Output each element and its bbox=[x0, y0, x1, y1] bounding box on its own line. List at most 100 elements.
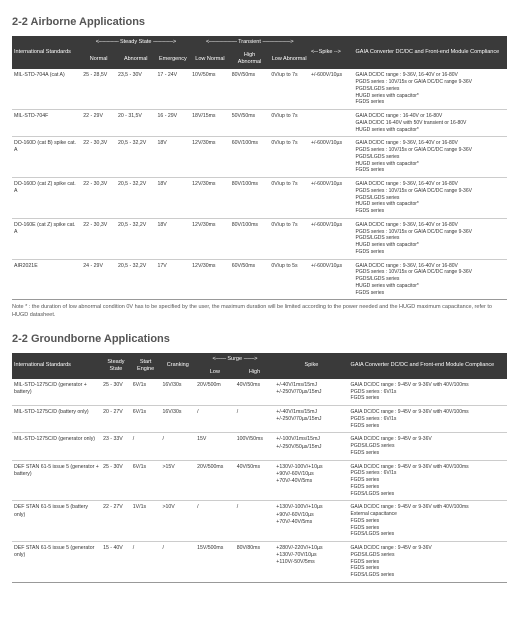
cell-emergency: 18V bbox=[156, 218, 191, 259]
table-row: MIL-STD-704A (cat A)25 - 28,5V23,5 - 30V… bbox=[12, 69, 507, 109]
cell-start: 6V/1s bbox=[131, 379, 161, 406]
cell-highAbnormal: 80V/100ms bbox=[230, 178, 270, 219]
cell-low: 15V/500ms bbox=[195, 542, 235, 583]
hdr-spike: <--- Spike --> bbox=[309, 36, 354, 69]
cell-cranking: / bbox=[160, 542, 195, 583]
table-row: DEF STAN 61-5 issue 5 (generator only) 15… bbox=[12, 542, 507, 583]
cell-spike: +280V/-220V/+10µs +130V/-70V/10µs +110V/… bbox=[274, 542, 348, 583]
table-row: DO-160D (cat Z) spike cat. A22 - 30,3V20… bbox=[12, 178, 507, 219]
cell-normal: 25 - 28,5V bbox=[81, 69, 116, 109]
cell-high: 40V/50ms bbox=[235, 379, 275, 406]
cell-comp: GAIA DC/DC range : 9-45V or 9-36V PGDS/L… bbox=[349, 433, 507, 460]
cell-high: / bbox=[235, 501, 275, 542]
cell-start: / bbox=[131, 433, 161, 460]
cell-std: DO-160D (cat B) spike cat. A bbox=[12, 137, 81, 178]
cell-lowAbnormal: 0V/up to 7s bbox=[269, 218, 309, 259]
cell-spike: +/-600V/10µs bbox=[309, 259, 354, 300]
g-hdr-low: Low bbox=[195, 366, 235, 379]
cell-comp: GAIA DC/DC range : 9-45V or 9-36V with 4… bbox=[349, 501, 507, 542]
cell-spike: +/-600V/10µs bbox=[309, 137, 354, 178]
cell-normal: 24 - 29V bbox=[81, 259, 116, 300]
hdr-lownormal: Low Normal bbox=[190, 49, 230, 69]
cell-cranking: >15V bbox=[160, 460, 195, 501]
cell-std: DEF STAN 61-5 issue 5 (generator only) bbox=[12, 542, 101, 583]
cell-comp: GAIA DC/DC range : 16-40V or 16-80V GAIA… bbox=[354, 110, 508, 137]
cell-std: MIL-STD-1275C/D (generator only) bbox=[12, 433, 101, 460]
cell-lowAbnormal: 0V/up to 7s bbox=[269, 110, 309, 137]
cell-abnormal: 20 - 31,5V bbox=[116, 110, 156, 137]
cell-spike bbox=[309, 110, 354, 137]
cell-std: MIL-STD-1275C/D (generator + battery) bbox=[12, 379, 101, 406]
cell-abnormal: 20,5 - 32,2V bbox=[116, 259, 156, 300]
cell-highAbnormal: 80V/100ms bbox=[230, 218, 270, 259]
hdr-emergency: Emergency bbox=[156, 49, 191, 69]
airborne-heading: 2-2 Airborne Applications bbox=[12, 16, 507, 28]
cell-highAbnormal: 60V/50ms bbox=[230, 259, 270, 300]
cell-abnormal: 20,5 - 32,2V bbox=[116, 137, 156, 178]
cell-emergency: 18V bbox=[156, 137, 191, 178]
cell-comp: GAIA DC/DC range : 9-36V, 16-40V or 16-8… bbox=[354, 259, 508, 300]
cell-start: 1V/1s bbox=[131, 501, 161, 542]
cell-start: 6V/1s bbox=[131, 406, 161, 433]
cell-spike: +/-40V/1ms/15mJ +/-250V/70µs/15mJ bbox=[274, 379, 348, 406]
hdr-steady: <--------------- Steady State ----------… bbox=[81, 36, 190, 49]
cell-cranking: 16V/30s bbox=[160, 379, 195, 406]
cell-lowNormal: 18V/15ms bbox=[190, 110, 230, 137]
cell-spike: +/-600V/10µs bbox=[309, 218, 354, 259]
g-hdr-surge: <-------- Surge --------> bbox=[195, 353, 274, 366]
cell-spike: +/-600V/10µs bbox=[309, 178, 354, 219]
cell-low: / bbox=[195, 406, 235, 433]
cell-comp: GAIA DC/DC range : 9-45V or 9-36V with 4… bbox=[349, 379, 507, 406]
cell-abnormal: 20,5 - 32,2V bbox=[116, 218, 156, 259]
cell-steady: 23 - 33V bbox=[101, 433, 131, 460]
cell-emergency: 16 - 29V bbox=[156, 110, 191, 137]
cell-steady: 20 - 27V bbox=[101, 406, 131, 433]
table-row: MIL-STD-1275C/D (battery only)20 - 27V6V… bbox=[12, 406, 507, 433]
cell-abnormal: 23,5 - 30V bbox=[116, 69, 156, 109]
groundborne-table: International Standards Steady State Sta… bbox=[12, 353, 507, 583]
cell-comp: GAIA DC/DC range : 9-45V or 9-36V PGDS/L… bbox=[349, 542, 507, 583]
table-row: MIL-STD-1275C/D (generator + battery)25 … bbox=[12, 379, 507, 406]
cell-high: 40V/50ms bbox=[235, 460, 275, 501]
cell-highAbnormal: 60V/100ms bbox=[230, 137, 270, 178]
hdr-abnormal: Abnormal bbox=[116, 49, 156, 69]
cell-cranking: 16V/30s bbox=[160, 406, 195, 433]
g-hdr-steady: Steady State bbox=[101, 353, 131, 379]
table-row: AIR2021E24 - 29V20,5 - 32,2V17V12V/30ms6… bbox=[12, 259, 507, 300]
cell-std: MIL-STD-704F bbox=[12, 110, 81, 137]
hdr-std: International Standards bbox=[12, 36, 81, 69]
cell-emergency: 17 - 24V bbox=[156, 69, 191, 109]
cell-spike: +130V/-100V/+10µs +90V/-60V/10µs +70V/-4… bbox=[274, 501, 348, 542]
cell-spike: +/-40V/1ms/15mJ +/-250V/70µs/15mJ bbox=[274, 406, 348, 433]
cell-start: / bbox=[131, 542, 161, 583]
cell-spike: +/-100V/1ms/15mJ +/-250V/50µs/15mJ bbox=[274, 433, 348, 460]
cell-comp: GAIA DC/DC range : 9-36V, 16-40V or 16-8… bbox=[354, 178, 508, 219]
cell-cranking: / bbox=[160, 433, 195, 460]
cell-normal: 22 - 30,3V bbox=[81, 137, 116, 178]
cell-comp: GAIA DC/DC range : 9-36V, 16-40V or 16-8… bbox=[354, 137, 508, 178]
cell-lowNormal: 12V/30ms bbox=[190, 218, 230, 259]
g-hdr-high: High bbox=[235, 366, 275, 379]
cell-std: AIR2021E bbox=[12, 259, 81, 300]
cell-spike: +130V/-100V/+10µs +90V/-60V/10µs +70V/-4… bbox=[274, 460, 348, 501]
cell-lowAbnormal: 0V/up to 7s bbox=[269, 178, 309, 219]
table-row: DEF STAN 61-5 issue 5 (generator + batte… bbox=[12, 460, 507, 501]
cell-normal: 22 - 30,3V bbox=[81, 178, 116, 219]
groundborne-heading: 2-2 Groundborne Applications bbox=[12, 333, 507, 345]
table-row: DO-160E (cat Z) spike cat. A22 - 30,3V20… bbox=[12, 218, 507, 259]
hdr-lowabnormal: Low Abnormal bbox=[269, 49, 309, 69]
table-row: MIL-STD-1275C/D (generator only)23 - 33V… bbox=[12, 433, 507, 460]
cell-low: 20V/500m bbox=[195, 379, 235, 406]
cell-normal: 22 - 29V bbox=[81, 110, 116, 137]
cell-steady: 25 - 30V bbox=[101, 379, 131, 406]
airborne-table: International Standards <---------------… bbox=[12, 36, 507, 300]
cell-comp: GAIA DC/DC range : 9-36V, 16-40V or 16-8… bbox=[354, 69, 508, 109]
cell-comp: GAIA DC/DC range : 9-36V, 16-40V or 16-8… bbox=[354, 218, 508, 259]
table-row: MIL-STD-704F22 - 29V20 - 31,5V16 - 29V18… bbox=[12, 110, 507, 137]
g-hdr-cranking: Cranking bbox=[160, 353, 195, 379]
airborne-note: Note * : the duration of low abnormal co… bbox=[12, 304, 507, 318]
cell-comp: GAIA DC/DC range : 9-45V or 9-36V with 4… bbox=[349, 406, 507, 433]
cell-start: 6V/1s bbox=[131, 460, 161, 501]
cell-std: DEF STAN 61-5 issue 5 (battery only) bbox=[12, 501, 101, 542]
cell-lowAbnormal: 0V/up to 7s bbox=[269, 137, 309, 178]
